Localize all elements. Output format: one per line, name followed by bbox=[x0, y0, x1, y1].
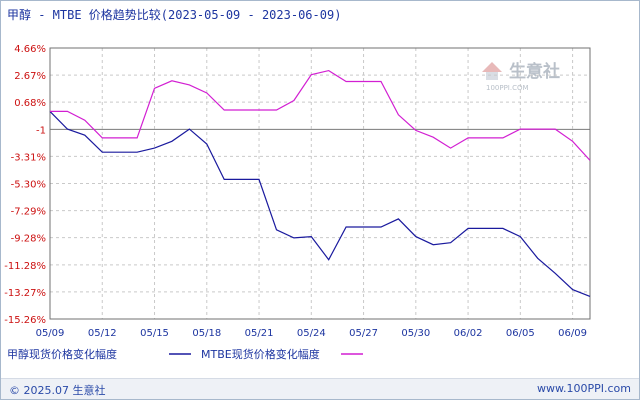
x-tick-label: 06/09 bbox=[558, 328, 587, 339]
y-tick-label: -5.30% bbox=[11, 180, 46, 191]
chart-title: 甲醇 - MTBE 价格趋势比较(2023-05-09 - 2023-06-09… bbox=[7, 8, 342, 22]
x-tick-label: 06/05 bbox=[506, 328, 535, 339]
y-tick-label: 0.68% bbox=[14, 98, 46, 109]
watermark-logo: 生意社 100PPI.COM bbox=[482, 61, 560, 92]
x-tick-label: 05/12 bbox=[88, 328, 117, 339]
footer-bar: © 2025.07 生意社 www.100PPI.com bbox=[1, 378, 639, 399]
x-tick-label: 05/15 bbox=[140, 328, 169, 339]
plot-border bbox=[49, 47, 591, 320]
x-tick-label: 05/24 bbox=[297, 328, 326, 339]
y-tick-label: -11.28% bbox=[4, 261, 46, 272]
x-tick-label: 05/18 bbox=[192, 328, 221, 339]
y-tick-label: -9.28% bbox=[11, 234, 46, 245]
copyright-text: © 2025.07 生意社 bbox=[9, 384, 106, 397]
x-tick-label: 05/21 bbox=[245, 328, 274, 339]
x-tick-label: 06/02 bbox=[454, 328, 483, 339]
series-line-1 bbox=[49, 110, 591, 297]
series-line-2 bbox=[50, 69, 591, 161]
legend-label-2: MTBE现货价格变化幅度 bbox=[201, 347, 320, 361]
x-tick-label: 05/30 bbox=[401, 328, 430, 339]
legend-label-1: 甲醇现货价格变化幅度 bbox=[7, 347, 117, 361]
x-tick-label: 05/09 bbox=[36, 328, 65, 339]
site-link[interactable]: www.100PPI.com bbox=[537, 382, 631, 395]
y-tick-label: -13.27% bbox=[4, 288, 46, 299]
house-body-icon bbox=[486, 72, 498, 80]
y-tick-label: -15.26% bbox=[4, 315, 46, 326]
x-tick-label: 05/27 bbox=[349, 328, 378, 339]
axes: 4.66% 2.67% 0.68% -1 -3.31% -5.30% -7.29% -9.28… bbox=[4, 44, 591, 339]
y-tick-label: 2.67% bbox=[14, 71, 46, 82]
y-tick-label: 4.66% bbox=[14, 44, 46, 55]
house-roof-icon bbox=[482, 62, 502, 72]
legend: 甲醇现货价格变化幅度 MTBE现货价格变化幅度 bbox=[7, 347, 363, 361]
y-tick-label: -1 bbox=[36, 125, 46, 136]
series-lines bbox=[49, 69, 591, 297]
watermark-name: 生意社 bbox=[509, 61, 560, 82]
watermark-url: 100PPI.COM bbox=[486, 84, 529, 92]
y-tick-label: -3.31% bbox=[11, 152, 46, 163]
price-trend-chart: 生意社 100PPI.COM 4.66% 2.67% 0.68% -1 -3.31% -5… bbox=[4, 44, 591, 361]
y-tick-label: -7.29% bbox=[11, 207, 46, 218]
